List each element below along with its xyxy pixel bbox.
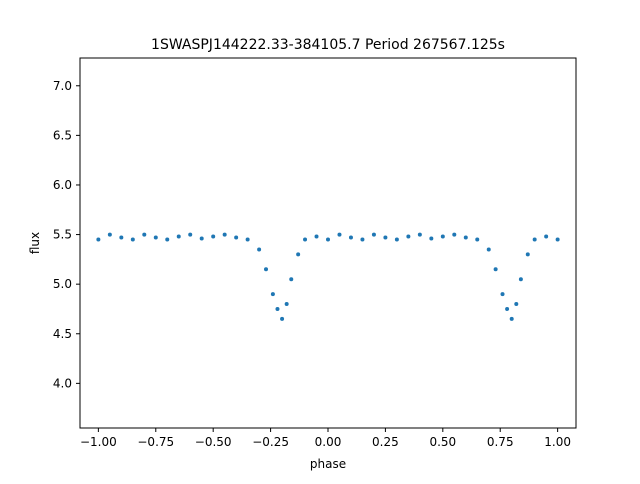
- data-point: [500, 292, 505, 297]
- data-point: [406, 234, 411, 239]
- y-tick-label: 6.0: [53, 178, 72, 192]
- y-axis-label: flux: [28, 232, 42, 254]
- data-point: [505, 306, 510, 311]
- data-point: [270, 292, 275, 297]
- data-point: [452, 232, 457, 237]
- data-point: [275, 306, 280, 311]
- data-point: [509, 316, 514, 321]
- data-point: [211, 234, 216, 239]
- data-point: [348, 235, 353, 240]
- data-point: [514, 302, 519, 307]
- x-axis-label: phase: [310, 457, 346, 471]
- data-point: [383, 235, 388, 240]
- data-point: [417, 232, 422, 237]
- data-point: [518, 277, 523, 282]
- y-tick-label: 7.0: [53, 79, 72, 93]
- data-point: [371, 232, 376, 237]
- x-tick-label: 0.00: [315, 435, 342, 449]
- chart-title: 1SWASPJ144222.33-384105.7 Period 267567.…: [151, 37, 505, 53]
- data-point: [245, 237, 250, 242]
- data-point: [188, 232, 193, 237]
- data-point: [525, 252, 530, 257]
- data-point: [289, 277, 294, 282]
- data-point: [440, 234, 445, 239]
- data-point: [234, 235, 239, 240]
- data-point: [199, 236, 204, 241]
- data-point: [544, 234, 549, 239]
- data-point: [555, 237, 560, 242]
- data-point: [463, 235, 468, 240]
- data-point: [493, 267, 498, 272]
- data-point: [142, 232, 147, 237]
- data-point: [326, 237, 330, 242]
- data-point: [314, 234, 319, 239]
- data-point: [96, 237, 101, 242]
- data-point: [280, 316, 285, 321]
- data-point: [107, 232, 112, 237]
- x-tick-label: 0.50: [429, 435, 456, 449]
- data-point: [284, 302, 289, 307]
- y-tick-label: 6.5: [53, 128, 72, 142]
- data-point: [429, 236, 434, 241]
- data-point: [303, 237, 308, 242]
- data-point: [337, 232, 342, 237]
- data-point: [360, 237, 365, 242]
- x-axis-ticks: −1.00 −0.75 −0.50 −0.25 0.00 0.25 0.50 0.75 1.00: [80, 428, 571, 449]
- y-tick-label: 5.0: [53, 277, 72, 291]
- data-points: [96, 232, 560, 321]
- y-axis-ticks: 4.0 4.5 5.0 5.5 6.0 6.5 7.0: [53, 79, 80, 390]
- data-point: [486, 247, 491, 252]
- data-point: [475, 237, 480, 242]
- data-point: [176, 234, 181, 239]
- data-point: [394, 237, 399, 242]
- data-point: [264, 267, 268, 272]
- x-tick-label: −0.75: [137, 435, 174, 449]
- data-point: [532, 237, 537, 242]
- y-tick-label: 4.5: [53, 327, 72, 341]
- x-tick-label: −0.25: [252, 435, 289, 449]
- x-tick-label: 0.75: [487, 435, 514, 449]
- x-tick-label: 1.00: [544, 435, 571, 449]
- x-tick-label: −0.50: [195, 435, 232, 449]
- data-point: [130, 237, 135, 242]
- data-point: [222, 232, 227, 237]
- x-tick-label: 0.25: [372, 435, 399, 449]
- y-tick-label: 4.0: [53, 376, 72, 390]
- data-point: [119, 235, 124, 240]
- x-tick-label: −1.00: [80, 435, 117, 449]
- data-point: [296, 252, 301, 257]
- data-point: [165, 237, 170, 242]
- y-tick-label: 5.5: [53, 228, 72, 242]
- data-point: [257, 247, 262, 252]
- data-point: [153, 235, 158, 240]
